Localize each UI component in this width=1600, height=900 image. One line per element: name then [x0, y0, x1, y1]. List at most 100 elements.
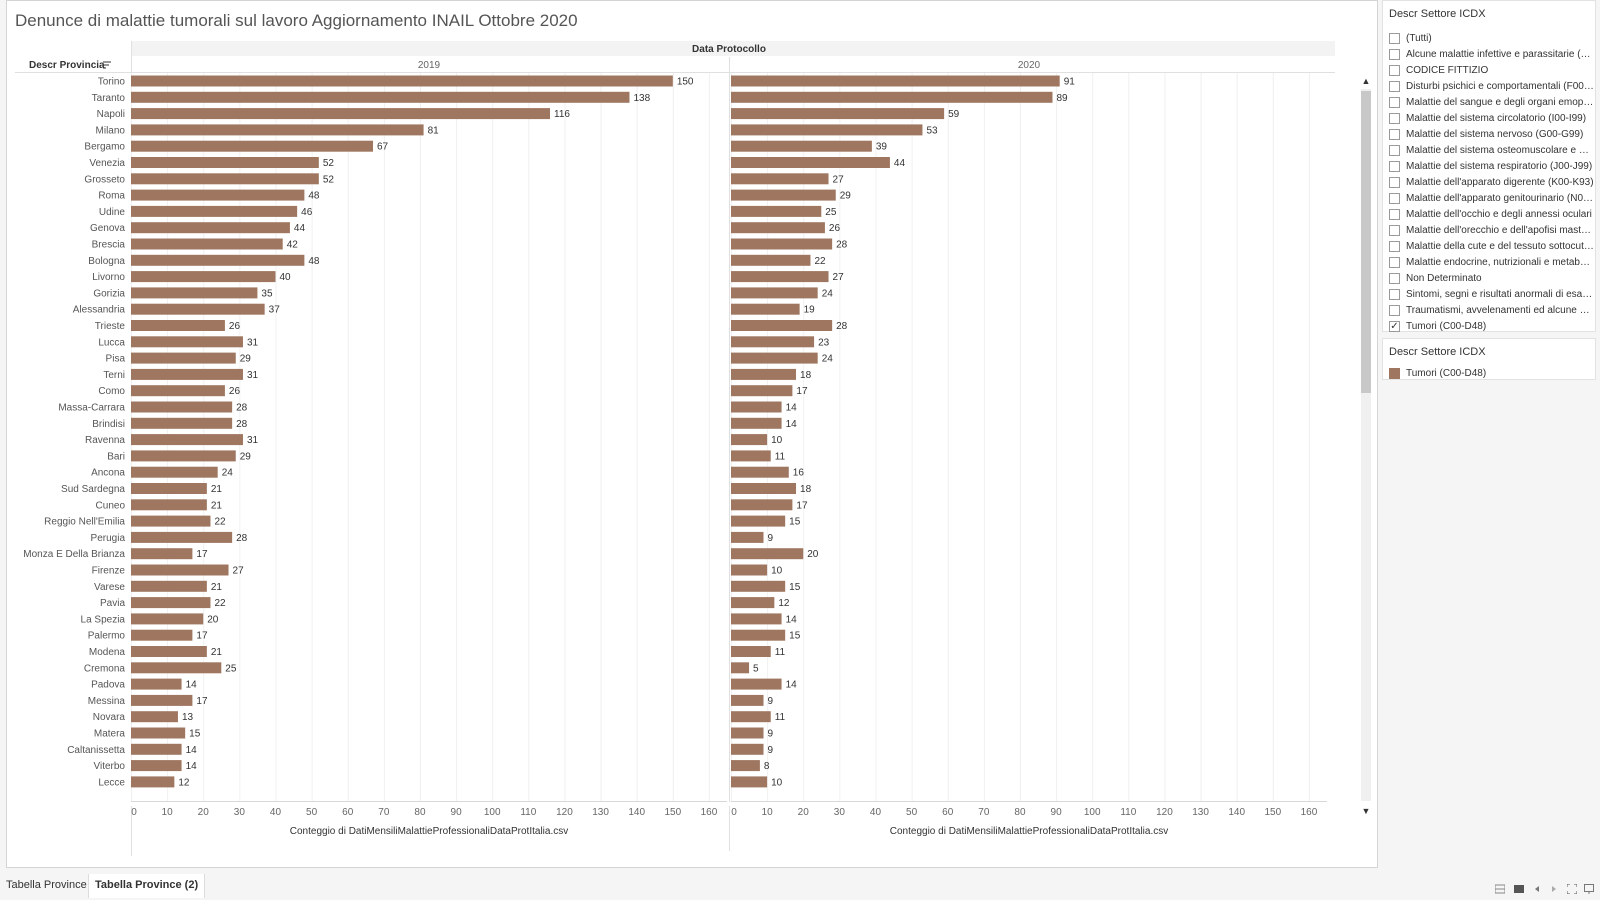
filter-item[interactable]: ✓ Tumori (C00-D48) — [1383, 318, 1595, 334]
tab-tabella-province[interactable]: Tabella Province — [6, 879, 87, 891]
row-label[interactable]: Grosseto — [84, 174, 125, 185]
bar[interactable] — [131, 157, 319, 168]
filter-item[interactable]: Malattie del sangue e degli organi emopo… — [1383, 94, 1595, 110]
bar[interactable] — [131, 450, 236, 462]
row-label[interactable]: Varese — [94, 582, 125, 593]
bar[interactable] — [731, 499, 793, 511]
row-label[interactable]: Ravenna — [85, 435, 125, 446]
bar[interactable] — [131, 401, 233, 413]
row-label[interactable]: Monza E Della Brianza — [23, 549, 125, 560]
row-label[interactable]: Palermo — [88, 631, 126, 642]
row-label[interactable]: Milano — [96, 125, 126, 136]
row-label[interactable]: Taranto — [92, 93, 126, 104]
chevron-up-icon[interactable]: ▲ — [1361, 76, 1371, 86]
row-field-header[interactable]: Descr Provincia — [29, 60, 105, 71]
bar[interactable] — [131, 629, 193, 641]
row-label[interactable]: Como — [98, 386, 125, 397]
filter-item[interactable]: Malattie del sistema circolatorio (I00-I… — [1383, 110, 1595, 126]
bar[interactable] — [131, 352, 236, 364]
bar[interactable] — [131, 678, 182, 690]
bar[interactable] — [731, 385, 793, 397]
bar[interactable] — [131, 385, 225, 397]
row-label[interactable]: Bari — [107, 451, 125, 462]
filter-checkbox[interactable] — [1389, 80, 1400, 92]
bar[interactable] — [731, 466, 789, 478]
bar[interactable] — [131, 646, 207, 657]
filter-item[interactable]: Malattie endocrine, nutrizionali e metab… — [1383, 254, 1595, 270]
present-icon[interactable] — [1584, 884, 1594, 894]
bar[interactable] — [731, 91, 1053, 103]
filter-item[interactable]: Sintomi, segni e risultati anormali di e… — [1383, 286, 1595, 302]
bar[interactable] — [731, 401, 782, 413]
bar[interactable] — [731, 75, 1060, 87]
chevron-down-icon[interactable]: ▼ — [1361, 806, 1371, 816]
bar[interactable] — [731, 694, 764, 706]
row-label[interactable]: Udine — [99, 207, 126, 218]
bar[interactable] — [131, 368, 243, 380]
filter-item[interactable]: Malattie della cute e del tessuto sottoc… — [1383, 238, 1595, 254]
bar[interactable] — [731, 531, 764, 543]
row-label[interactable]: Pisa — [106, 354, 126, 365]
sort-descending-icon[interactable] — [103, 61, 111, 69]
single-view-icon[interactable] — [1514, 884, 1524, 894]
bar[interactable] — [731, 287, 818, 299]
bar[interactable] — [131, 743, 182, 755]
bar[interactable] — [131, 173, 319, 185]
filter-checkbox[interactable] — [1389, 48, 1400, 60]
filter-checkbox[interactable]: ✓ — [1389, 320, 1400, 332]
bar[interactable] — [731, 303, 800, 315]
fullscreen-icon[interactable] — [1567, 884, 1577, 894]
bar[interactable] — [731, 140, 872, 152]
bar[interactable] — [131, 515, 211, 527]
row-label[interactable]: Bologna — [88, 256, 125, 267]
bar[interactable] — [131, 124, 424, 136]
column-header-2019[interactable]: 2019 — [418, 60, 441, 71]
filter-checkbox[interactable] — [1389, 144, 1400, 156]
bar[interactable] — [731, 483, 797, 494]
row-label[interactable]: Cuneo — [96, 500, 126, 511]
filter-item[interactable]: Malattie del sistema osteomuscolare e de… — [1383, 142, 1595, 158]
bar[interactable] — [131, 336, 243, 348]
bar[interactable] — [131, 694, 193, 706]
row-label[interactable]: Perugia — [91, 533, 126, 544]
column-header-2020[interactable]: 2020 — [1018, 60, 1041, 71]
bar[interactable] — [731, 711, 771, 723]
row-label[interactable]: Matera — [94, 729, 126, 740]
filter-checkbox[interactable] — [1389, 32, 1400, 44]
bar[interactable] — [131, 108, 551, 120]
filter-item[interactable]: Malattie dell'apparato digerente (K00-K9… — [1383, 174, 1595, 190]
row-label[interactable]: Firenze — [92, 566, 126, 577]
bar[interactable] — [731, 564, 768, 576]
row-label[interactable]: Novara — [93, 712, 126, 723]
filter-checkbox[interactable] — [1389, 112, 1400, 124]
row-label[interactable]: Genova — [90, 223, 125, 234]
bar[interactable] — [731, 743, 764, 755]
bar[interactable] — [731, 417, 782, 429]
bar[interactable] — [131, 548, 193, 560]
row-label[interactable]: Livorno — [92, 272, 125, 283]
bar[interactable] — [731, 727, 764, 739]
bar[interactable] — [131, 613, 204, 625]
bar[interactable] — [131, 238, 283, 250]
bar[interactable] — [731, 368, 797, 380]
row-label[interactable]: Roma — [98, 191, 125, 202]
bar[interactable] — [731, 580, 786, 592]
filter-checkbox[interactable] — [1389, 96, 1400, 108]
bar[interactable] — [131, 776, 175, 788]
bar[interactable] — [731, 760, 760, 772]
bar[interactable] — [731, 646, 771, 657]
filter-item[interactable]: Alcune malattie infettive e parassitarie… — [1383, 46, 1595, 62]
filter-checkbox[interactable] — [1389, 192, 1400, 204]
row-label[interactable]: Torino — [98, 77, 126, 88]
bar[interactable] — [731, 320, 833, 331]
bar[interactable] — [731, 254, 811, 266]
bar[interactable] — [131, 75, 673, 87]
grid-view-icon[interactable] — [1495, 884, 1505, 894]
bar[interactable] — [731, 173, 829, 185]
bar[interactable] — [731, 189, 836, 201]
row-label[interactable]: Trieste — [95, 321, 126, 332]
filter-checkbox[interactable] — [1389, 208, 1400, 220]
row-label[interactable]: Caltanissetta — [67, 745, 125, 756]
filter-checkbox[interactable] — [1389, 176, 1400, 188]
row-label[interactable]: Gorizia — [93, 288, 125, 299]
